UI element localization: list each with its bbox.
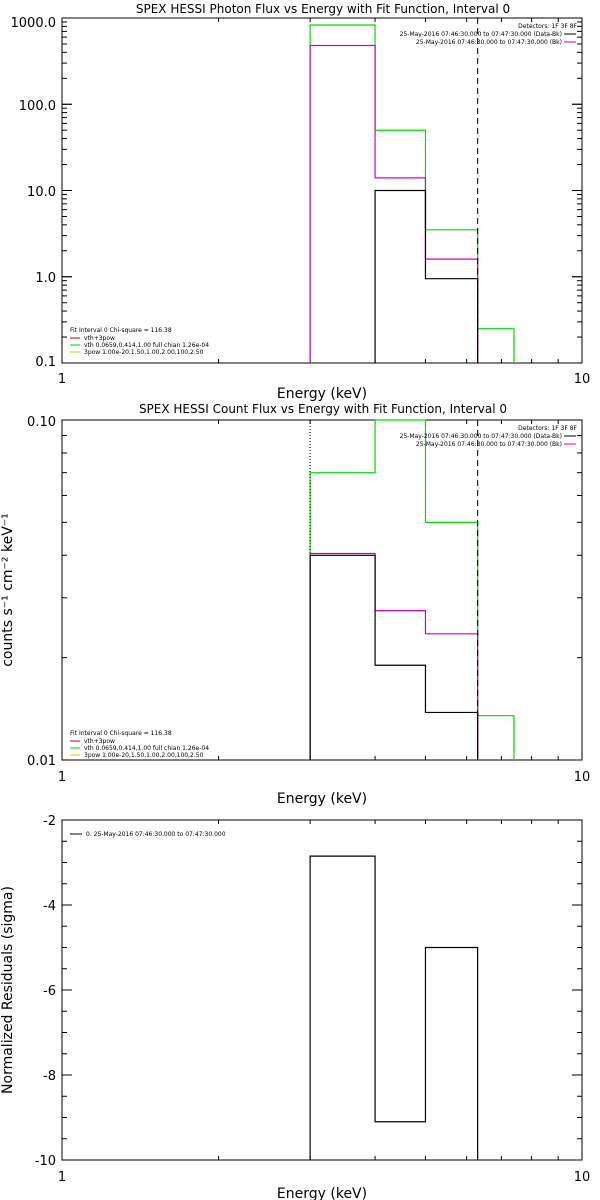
series-1-steps [309, 552, 479, 760]
panel1-legend-entry-databk: 25-May-2016 07:46:30.000 to 07:47:30.000… [400, 31, 562, 38]
panel2-legend-entry-3pow: 3pow 1.00e-20,1.50,1.00,2.00,100,2.50 [84, 752, 204, 759]
panel3-xlabel: Energy (keV) [277, 1186, 367, 1200]
panel2-ylabel: counts s⁻¹ cm⁻² keV⁻¹ [0, 513, 16, 667]
panel1-legend-entry-bk: 25-May-2016 07:46:30.000 to 07:47:30.000… [416, 39, 562, 46]
panel1-legend-entry-total: vth+3pow [84, 335, 115, 342]
panel2-legend-detectors: Detectors: 1F 3F 8F [518, 425, 577, 432]
count-flux-panel: SPEX HESSI Count Flux vs Energy with Fit… [0, 402, 590, 807]
panel1-legend-entry-3pow: 3pow 1.00e-20,1.50,1.00,2.00,100,2.50 [84, 349, 204, 356]
panel1-title: SPEX HESSI Photon Flux vs Energy with Fi… [136, 2, 510, 16]
panel2-title: SPEX HESSI Count Flux vs Energy with Fit… [139, 402, 507, 416]
panel3-ytick-m2: -2 [43, 814, 56, 829]
panel2-xtick-10: 10 [574, 770, 591, 785]
panel3-xtick-1: 1 [58, 1170, 66, 1185]
panel2-legend-entry-bk: 25-May-2016 07:46:30.000 to 07:47:30.000… [416, 441, 562, 448]
photon-flux-panel: SPEX HESSI Photon Flux vs Energy with Fi… [11, 2, 591, 402]
panel3-legend-entry: 0. 25-May-2016 07:46:30.000 to 07:47:30.… [86, 831, 226, 838]
panel3-ytick-m10: -10 [35, 1154, 56, 1169]
panel3-ytick-m6: -6 [43, 984, 56, 999]
panel1-xlabel: Energy (keV) [277, 386, 367, 402]
series-1-steps [309, 44, 479, 363]
panel2-legend-entry-vth: vth 0.0659,0.414,1.00 full chian 1.26e-0… [84, 745, 209, 752]
series-2-steps [374, 189, 479, 363]
panel3-frame [61, 819, 583, 1161]
panel1-legend-fit-header: Fit Interval 0 Chi-square = 116.38 [70, 327, 172, 334]
panel1-ytick-10: 10.0 [27, 185, 56, 200]
panel3-ylabel: Normalized Residuals (sigma) [0, 886, 16, 1094]
panel1-xtick-10: 10 [574, 372, 591, 387]
panel1-ytick-1: 1.0 [35, 271, 56, 286]
panel1-legend-detectors: Detectors: 1F 3F 8F [518, 23, 577, 30]
panel3-series [309, 855, 479, 1160]
panel2-frame [61, 419, 583, 761]
panel2-vlines [309, 420, 479, 760]
series-0-steps [309, 855, 479, 1160]
panel2-ticks [61, 419, 583, 761]
panel2-xtick-1: 1 [58, 770, 66, 785]
series-0-steps [309, 419, 515, 760]
panel3-ytick-m4: -4 [43, 899, 56, 914]
series-0-steps [309, 24, 515, 363]
panel2-legend-fit-header: Fit Interval 0 Chi-square = 116.38 [70, 730, 172, 737]
panel1-series [309, 24, 515, 363]
panel1-legend-entry-vth: vth 0.0659,0.414,1.00 full chian 1.26e-0… [84, 342, 209, 349]
panel1-ytick-100: 100.0 [19, 99, 56, 114]
panel2-series [309, 419, 515, 760]
panel2-ytick-0.01: 0.01 [27, 754, 56, 769]
panel3-xtick-10: 10 [574, 1170, 591, 1185]
residuals-panel: -2 -4 -6 -8 -10 1 10 Energy (keV) Normal… [0, 814, 590, 1200]
panel3-ytick-m8: -8 [43, 1069, 56, 1084]
panel1-ytick-0.1: 0.1 [35, 355, 56, 370]
panel2-legend-entry-databk: 25-May-2016 07:46:30.000 to 07:47:30.000… [400, 433, 562, 440]
panel1-xtick-1: 1 [58, 372, 66, 387]
series-2-steps [309, 554, 479, 760]
panel1-ytick-1000: 1000.0 [11, 16, 57, 31]
panel2-ytick-0.10: 0.10 [27, 415, 56, 430]
panel3-ticks [61, 819, 583, 1161]
panel2-xlabel: Energy (keV) [277, 791, 367, 807]
panel1-frame [61, 17, 583, 364]
panel1-ticks [61, 17, 583, 364]
panel2-legend-entry-total: vth+3pow [84, 738, 115, 745]
